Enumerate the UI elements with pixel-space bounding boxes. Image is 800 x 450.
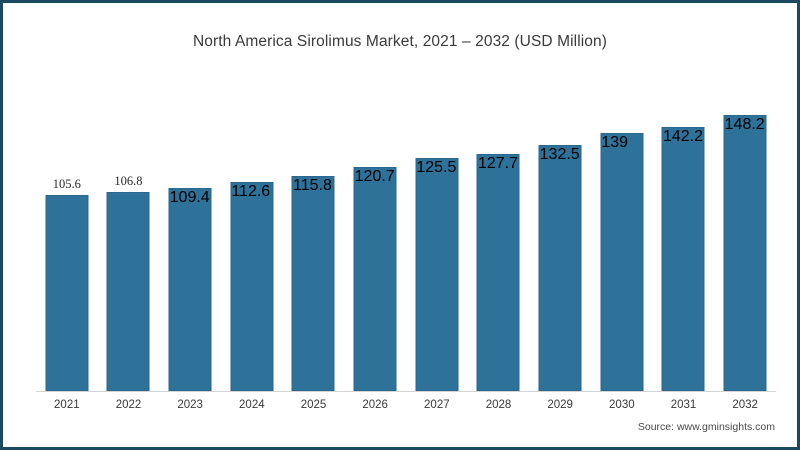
x-axis-line xyxy=(36,391,776,392)
bar-slot: 112.6 xyxy=(221,73,283,391)
x-axis-label-2028: 2028 xyxy=(485,399,512,411)
source-attribution: Source: www.gminsights.com xyxy=(637,421,775,433)
bar-slot: 105.6 xyxy=(36,73,98,391)
bar-series: 105.6 106.8 109.4 112.6 115.8 120.7 125.5 127.7… xyxy=(36,73,776,391)
x-axis-label-2024: 2024 xyxy=(239,399,265,411)
bar[interactable]: 127.7 xyxy=(476,153,520,391)
bar-value-label: 105.6 xyxy=(52,176,81,191)
bar-slot: 120.7 xyxy=(344,73,406,391)
bar[interactable]: 105.6 xyxy=(45,177,89,391)
x-axis-label-2022: 2022 xyxy=(115,399,142,411)
bar-slot: 109.4 xyxy=(159,73,221,391)
bar-slot: 125.5 xyxy=(406,73,468,391)
x-axis-label-2032: 2032 xyxy=(732,399,758,411)
bar[interactable]: 120.7 xyxy=(353,166,397,391)
bar-slot: 115.8 xyxy=(283,73,345,391)
bar-slot: 127.7 xyxy=(468,73,530,391)
bar[interactable]: 148.2 xyxy=(723,115,767,391)
bar[interactable]: 112.6 xyxy=(230,181,274,391)
x-axis-label-2023: 2023 xyxy=(177,399,203,411)
bar[interactable]: 139 xyxy=(600,132,644,391)
bar-slot: 132.5 xyxy=(529,73,591,391)
bar[interactable]: 142.2 xyxy=(661,126,705,391)
x-axis-label-2029: 2029 xyxy=(547,399,573,411)
x-axis-label-2025: 2025 xyxy=(300,399,327,411)
x-axis-label-2021: 2021 xyxy=(54,399,80,411)
x-axis-label-2031: 2031 xyxy=(670,399,697,411)
bar[interactable]: 115.8 xyxy=(291,175,335,391)
x-axis-label-2027: 2027 xyxy=(424,399,450,411)
bar-slot: 139 xyxy=(591,73,653,391)
bar-slot: 148.2 xyxy=(714,73,776,391)
x-axis-label-2030: 2030 xyxy=(609,399,635,411)
bar[interactable]: 109.4 xyxy=(168,187,212,391)
bar[interactable]: 132.5 xyxy=(538,144,582,391)
bar[interactable]: 106.8 xyxy=(106,174,150,391)
bar[interactable]: 125.5 xyxy=(415,157,459,391)
bar-value-label: 106.8 xyxy=(114,174,143,189)
x-axis-label-2026: 2026 xyxy=(362,399,388,411)
bar-slot: 142.2 xyxy=(653,73,715,391)
bar-slot: 106.8 xyxy=(98,73,160,391)
x-axis-tick-labels: 2021 2022 2023 2024 2025 2026 2027 2028 2029 2030… xyxy=(36,399,776,419)
chart-title: North America Sirolimus Market, 2021 – 2… xyxy=(192,33,607,50)
